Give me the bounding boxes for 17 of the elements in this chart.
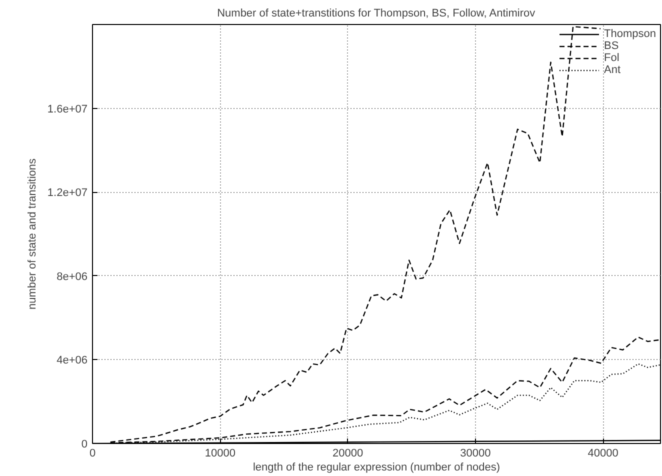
legend-label: Thompson	[604, 28, 656, 40]
legend-label: BS	[604, 40, 620, 52]
y-tick-label: 1.6e+07	[47, 103, 88, 116]
legend-label: Fol	[604, 52, 620, 64]
y-axis-title: number of state and transitions	[26, 158, 38, 310]
x-axis-title: length of the regular expression (number of nodes)	[252, 462, 500, 474]
y-tick-label: 1.2e+07	[47, 187, 88, 200]
x-tick-label: 40000	[588, 448, 618, 460]
legend-label: Ant	[604, 64, 622, 76]
y-tick-label: 8e+06	[56, 270, 88, 283]
y-tick-label: 4e+06	[56, 354, 88, 367]
x-tick-label: 10000	[204, 448, 236, 460]
x-tick-label: 20000	[332, 448, 364, 460]
x-tick-label: 30000	[460, 448, 491, 460]
y-tick-label: 0	[81, 438, 88, 450]
x-tick-label: 0	[89, 448, 96, 460]
chart-title: Number of state+transtitions for Thompson, BS, Follow, Antimirov	[217, 8, 536, 20]
